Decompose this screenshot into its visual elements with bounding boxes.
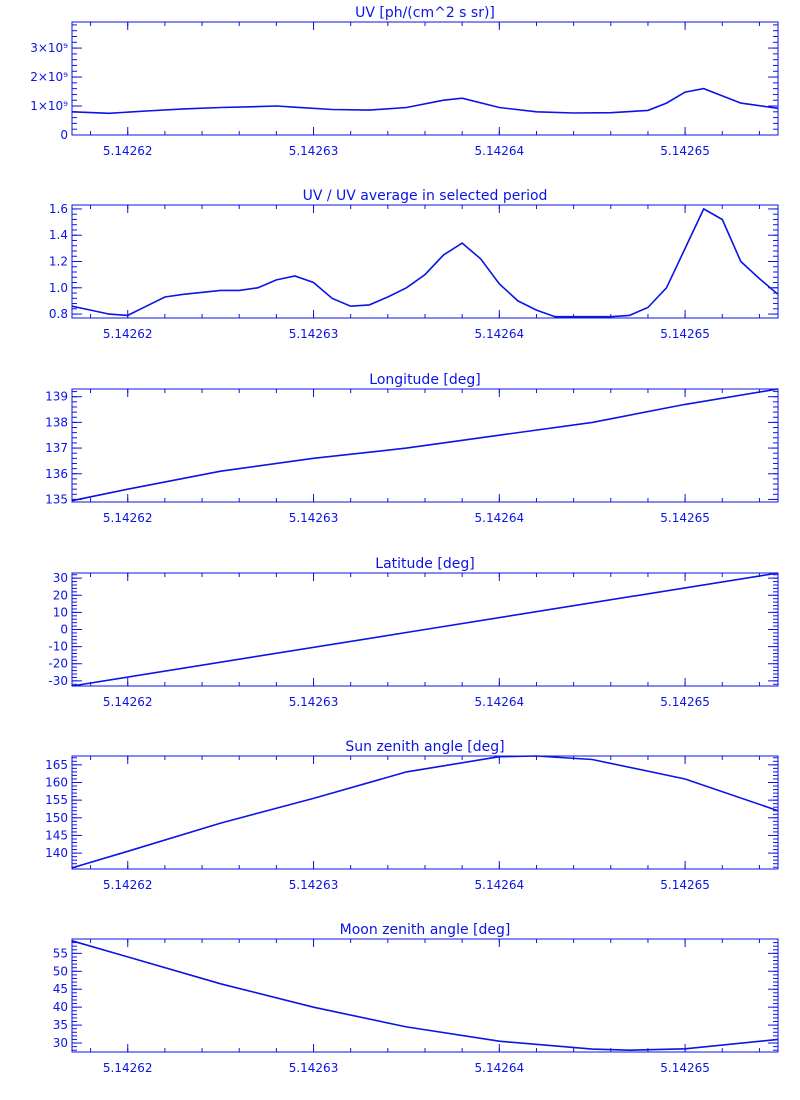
chart-title: UV / UV average in selected period bbox=[303, 188, 548, 204]
x-tick-label: 5.14263 bbox=[289, 878, 339, 892]
series-line bbox=[71, 755, 779, 869]
plot-frame bbox=[71, 204, 779, 319]
y-tick-label: 55 bbox=[53, 946, 68, 960]
y-tick-label: 10 bbox=[53, 605, 68, 619]
x-tick-label: 5.14263 bbox=[289, 327, 339, 341]
y-tick-label: 0 bbox=[60, 128, 68, 142]
y-tick-label: 35 bbox=[53, 1018, 68, 1032]
x-tick-label: 5.14262 bbox=[103, 1061, 153, 1075]
y-tick-label: 0.8 bbox=[49, 307, 68, 321]
y-tick-label: 165 bbox=[45, 758, 68, 772]
series-line bbox=[71, 87, 779, 115]
y-tick-label: -20 bbox=[48, 657, 68, 671]
plot-frame bbox=[71, 755, 779, 870]
x-tick-label: 5.14264 bbox=[475, 878, 525, 892]
x-tick-label: 5.14265 bbox=[660, 1061, 710, 1075]
x-tick-label: 5.14264 bbox=[475, 144, 525, 158]
plot-frame bbox=[71, 938, 779, 1053]
y-tick-label: 1.4 bbox=[49, 228, 68, 242]
y-tick-label: 50 bbox=[53, 964, 68, 978]
series-line bbox=[71, 388, 779, 502]
x-tick-label: 5.14265 bbox=[660, 144, 710, 158]
chart-panel-2: UV / UV average in selected period 5.1426… bbox=[49, 188, 779, 341]
y-tick-label: 155 bbox=[45, 793, 68, 807]
series-line bbox=[71, 572, 779, 687]
y-tick-label: 1×10⁹ bbox=[30, 99, 68, 113]
chart-panel-6: Moon zenith angle [deg] 5.14262 5.14263 5.1… bbox=[53, 922, 779, 1075]
y-tick-label: 1.2 bbox=[49, 255, 68, 269]
x-tick-label: 5.14264 bbox=[475, 327, 525, 341]
x-tick-label: 5.14265 bbox=[660, 878, 710, 892]
x-tick-label: 5.14262 bbox=[103, 695, 153, 709]
x-tick-label: 5.14263 bbox=[289, 1061, 339, 1075]
x-tick-label: 5.14263 bbox=[289, 695, 339, 709]
y-tick-label: 2×10⁹ bbox=[30, 70, 68, 84]
y-tick-label: 140 bbox=[45, 846, 68, 860]
y-tick-label: 136 bbox=[45, 467, 68, 481]
chart-title: Sun zenith angle [deg] bbox=[345, 739, 504, 755]
x-tick-label: 5.14262 bbox=[103, 144, 153, 158]
y-tick-label: 138 bbox=[45, 415, 68, 429]
x-tick-label: 5.14264 bbox=[475, 695, 525, 709]
x-tick-label: 5.14264 bbox=[475, 1061, 525, 1075]
chart-panel-3: Longitude [deg] 5.14262 5.14263 5.14264 5.14… bbox=[45, 372, 779, 525]
y-tick-label: 139 bbox=[45, 390, 68, 404]
y-tick-label: 1.6 bbox=[49, 202, 68, 216]
y-tick-label: -30 bbox=[48, 674, 68, 688]
x-tick-label: 5.14262 bbox=[103, 327, 153, 341]
y-tick-label: 135 bbox=[45, 492, 68, 506]
chart-title: Latitude [deg] bbox=[375, 556, 474, 572]
y-tick-label: 45 bbox=[53, 982, 68, 996]
y-tick-label: 160 bbox=[45, 775, 68, 789]
y-tick-label: 40 bbox=[53, 1000, 68, 1014]
chart-panel-1: UV [ph/(cm^2 s sr)] 5.14262 5.14263 5.14264… bbox=[30, 5, 779, 158]
x-tick-label: 5.14263 bbox=[289, 511, 339, 525]
x-tick-label: 5.14265 bbox=[660, 695, 710, 709]
y-tick-label: 137 bbox=[45, 441, 68, 455]
x-tick-label: 5.14264 bbox=[475, 511, 525, 525]
x-tick-label: 5.14265 bbox=[660, 327, 710, 341]
y-tick-label: 1.0 bbox=[49, 281, 68, 295]
y-tick-label: 0 bbox=[60, 623, 68, 637]
series-line bbox=[71, 207, 779, 318]
plot-frame bbox=[71, 21, 779, 136]
chart-panel-5: Sun zenith angle [deg] 5.14262 5.14263 5.14… bbox=[45, 739, 779, 892]
y-tick-label: 20 bbox=[53, 588, 68, 602]
chart-title: UV [ph/(cm^2 s sr)] bbox=[355, 5, 495, 21]
chart-title: Moon zenith angle [deg] bbox=[340, 922, 511, 938]
chart-title: Longitude [deg] bbox=[369, 372, 480, 388]
y-tick-label: 145 bbox=[45, 828, 68, 842]
x-tick-label: 5.14265 bbox=[660, 511, 710, 525]
x-tick-label: 5.14262 bbox=[103, 878, 153, 892]
y-tick-label: 3×10⁹ bbox=[30, 41, 68, 55]
x-tick-label: 5.14263 bbox=[289, 144, 339, 158]
y-tick-label: 30 bbox=[53, 1036, 68, 1050]
y-tick-label: 30 bbox=[53, 571, 68, 585]
y-tick-label: -10 bbox=[48, 640, 68, 654]
chart-panel-4: Latitude [deg] 5.14262 5.14263 5.14264 5.142… bbox=[48, 556, 779, 709]
y-tick-label: 150 bbox=[45, 811, 68, 825]
x-tick-label: 5.14262 bbox=[103, 511, 153, 525]
series-line bbox=[71, 940, 779, 1052]
